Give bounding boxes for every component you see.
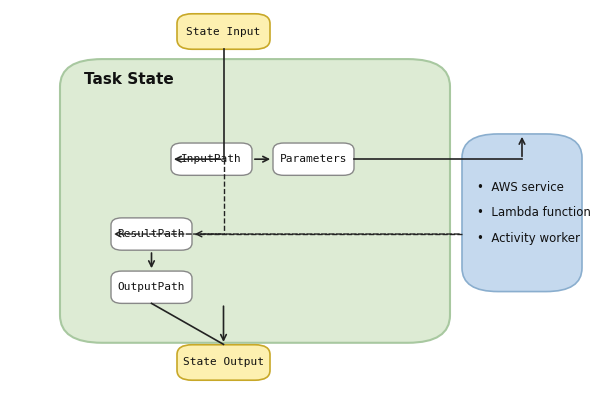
FancyBboxPatch shape bbox=[177, 345, 270, 380]
FancyBboxPatch shape bbox=[273, 143, 354, 175]
FancyBboxPatch shape bbox=[177, 14, 270, 49]
Text: Parameters: Parameters bbox=[280, 154, 347, 164]
FancyBboxPatch shape bbox=[111, 218, 192, 250]
FancyBboxPatch shape bbox=[171, 143, 252, 175]
FancyBboxPatch shape bbox=[60, 59, 450, 343]
Text: Task State: Task State bbox=[84, 72, 174, 87]
FancyBboxPatch shape bbox=[462, 134, 582, 292]
FancyBboxPatch shape bbox=[111, 271, 192, 303]
Text: State Input: State Input bbox=[187, 26, 260, 37]
Text: OutputPath: OutputPath bbox=[118, 282, 185, 292]
Text: •  Activity worker: • Activity worker bbox=[477, 232, 580, 245]
Text: InputPath: InputPath bbox=[181, 154, 242, 164]
Text: ResultPath: ResultPath bbox=[118, 229, 185, 239]
Text: •  AWS service: • AWS service bbox=[477, 181, 564, 193]
Text: •  Lambda function: • Lambda function bbox=[477, 206, 591, 219]
Text: State Output: State Output bbox=[183, 357, 264, 368]
